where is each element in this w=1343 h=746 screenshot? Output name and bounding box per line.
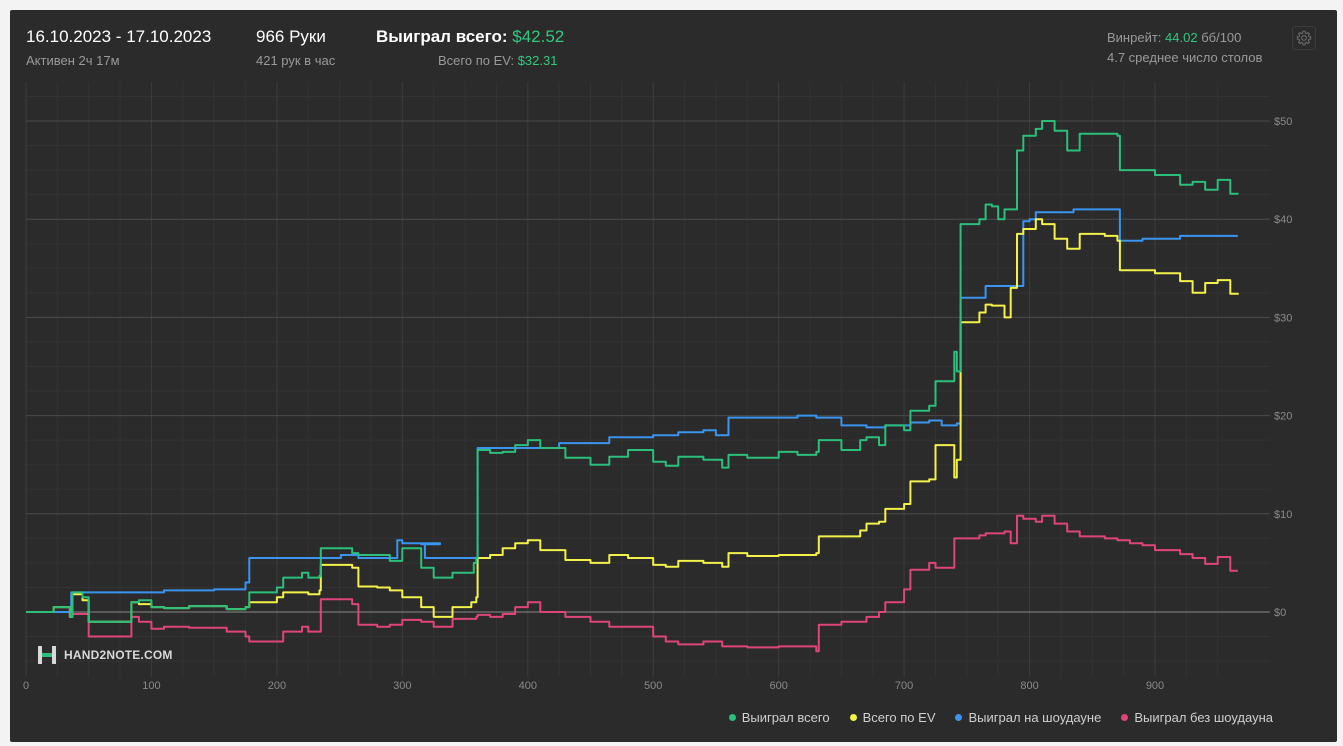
x-tick-label: 800 xyxy=(1020,680,1038,692)
legend-label: Выиграл на шоудауне xyxy=(968,710,1102,725)
won-total: Выиграл всего: $42.52 xyxy=(376,27,564,47)
series-line xyxy=(26,120,1239,623)
ev-total-value: $32.31 xyxy=(517,53,558,68)
logo: HAND2NOTE.COM xyxy=(36,644,173,666)
hands-count: 966 Руки xyxy=(256,27,326,46)
legend-item[interactable]: Выиграл всего xyxy=(728,710,830,725)
y-tick-label: $30 xyxy=(1274,312,1292,324)
settings-button[interactable] xyxy=(1292,26,1316,50)
legend-marker xyxy=(728,714,736,721)
x-tick-label: 600 xyxy=(769,680,787,692)
x-tick-label: 100 xyxy=(142,680,160,692)
won-total-label: Выиграл всего: xyxy=(376,27,508,46)
chart-legend: Выиграл всего Всего по EV Выиграл на шоуда… xyxy=(10,710,1273,725)
legend-label: Выиграл без шоудауна xyxy=(1134,710,1273,725)
legend-label: Всего по EV xyxy=(862,710,936,725)
x-tick-label: 300 xyxy=(393,680,411,692)
winrate: Винрейт: 44.02 бб/100 xyxy=(1107,30,1241,45)
legend-marker xyxy=(1121,714,1129,721)
ev-total: Всего по EV: $32.31 xyxy=(438,53,557,68)
legend-marker xyxy=(955,714,963,721)
winrate-value: 44.02 xyxy=(1165,30,1198,45)
series-line xyxy=(26,514,1238,653)
legend-item[interactable]: Выиграл без шоудауна xyxy=(1121,710,1273,725)
x-tick-label: 900 xyxy=(1146,680,1164,692)
hand2note-logo-icon xyxy=(38,646,56,664)
winrate-unit: бб/100 xyxy=(1201,30,1242,45)
series-line xyxy=(26,218,1239,623)
winrate-label: Винрейт: xyxy=(1107,30,1162,45)
y-tick-label: $40 xyxy=(1274,214,1292,226)
chart-panel: 16.10.2023 - 17.10.2023 Активен 2ч 17м 9… xyxy=(10,10,1337,742)
x-tick-label: 500 xyxy=(644,680,662,692)
y-tick-label: $20 xyxy=(1274,411,1292,423)
y-tick-label: $50 xyxy=(1274,116,1292,128)
ev-total-label: Всего по EV: xyxy=(438,53,515,68)
active-time: Активен 2ч 17м xyxy=(26,53,120,68)
legend-label: Выиграл всего xyxy=(741,710,830,725)
avg-tables: 4.7 среднее число столов xyxy=(1107,50,1263,65)
legend-item[interactable]: Выиграл на шоудауне xyxy=(955,710,1101,725)
series-line xyxy=(26,208,1238,613)
won-total-value: $42.52 xyxy=(512,27,565,46)
x-tick-label: 0 xyxy=(23,680,29,692)
y-tick-label: $0 xyxy=(1274,607,1286,619)
x-tick-label: 200 xyxy=(268,680,286,692)
legend-marker xyxy=(849,714,857,721)
logo-text: HAND2NOTE.COM xyxy=(64,648,173,662)
line-chart: 0 100 200 300 400 500 600 700 800 900 $0 $10 $20 $30 $… xyxy=(23,82,1292,692)
x-tick-label: 400 xyxy=(519,680,537,692)
x-tick-label: 700 xyxy=(895,680,913,692)
legend-item[interactable]: Всего по EV xyxy=(849,710,936,725)
y-tick-label: $10 xyxy=(1274,509,1292,521)
gear-icon xyxy=(1296,30,1312,46)
date-range: 16.10.2023 - 17.10.2023 xyxy=(26,27,212,46)
hands-per-hour: 421 рук в час xyxy=(256,53,336,68)
